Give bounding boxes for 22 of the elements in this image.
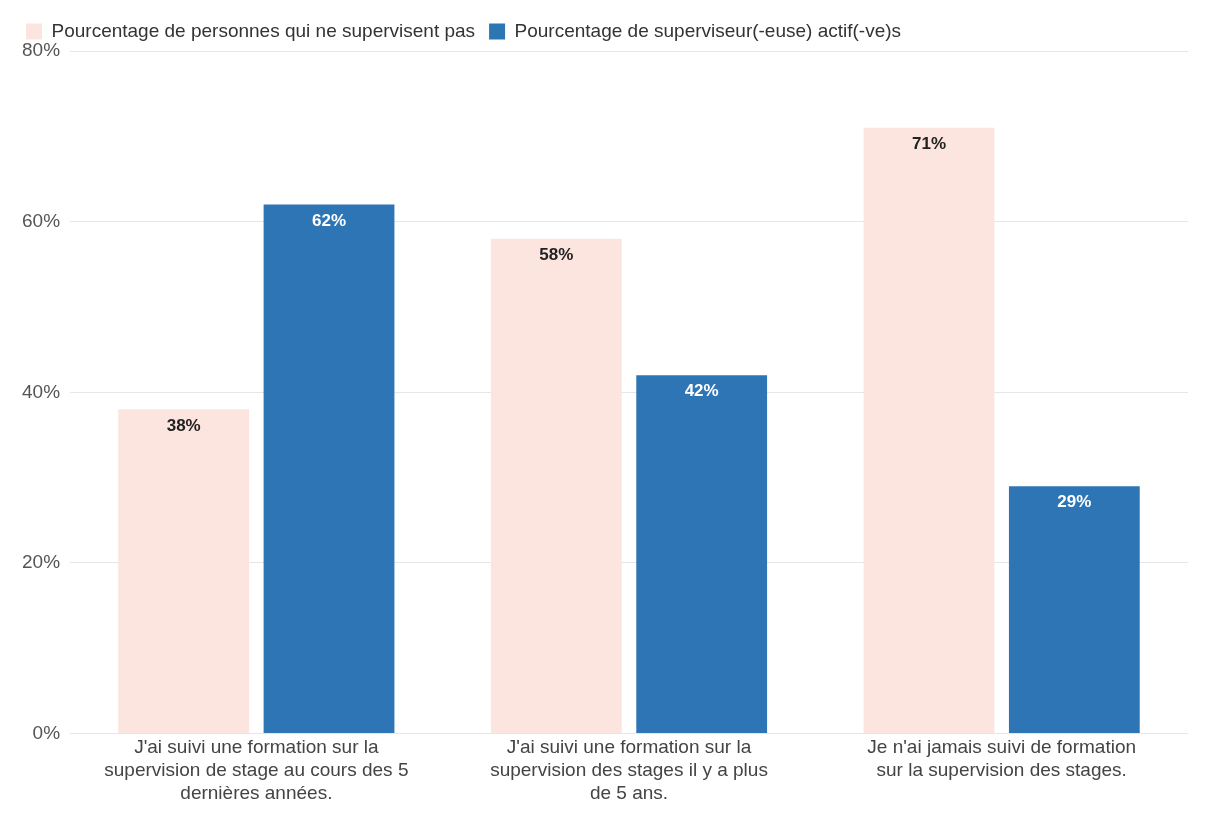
text: 71% <box>911 133 947 153</box>
y-tick-label: 80% <box>22 39 61 61</box>
legend-label: Pourcentage de personnes qui ne supervisent pas <box>51 19 476 41</box>
bar <box>263 204 395 734</box>
y-tick-label: 20% <box>22 551 61 573</box>
bar <box>490 238 622 734</box>
y-tick-label: 60% <box>22 209 61 231</box>
bar <box>863 127 995 734</box>
x-tick-label: Je n'ai jamais suivi de formation sur la supervision des stages. <box>867 736 1137 781</box>
legend-label: Pourcentage de superviseur(-euse) actif(-ve)s <box>514 19 902 41</box>
text: 62% <box>312 210 347 230</box>
bar <box>636 375 768 734</box>
y-tick-label: 40% <box>22 380 61 402</box>
text: 29% <box>1057 492 1092 512</box>
text: 58% <box>539 244 574 264</box>
y-tick-label: 0% <box>32 721 61 743</box>
bar <box>118 409 250 734</box>
text: 38% <box>166 415 201 435</box>
bar <box>1008 486 1140 734</box>
text: 42% <box>684 381 719 401</box>
x-tick-label: J'ai suivi une formation sur la supervision de stage au cours des 5 dernières années. <box>104 736 409 803</box>
x-tick-label: J'ai suivi une formation sur la supervision des stages il y a plus de 5 ans. <box>490 736 768 803</box>
